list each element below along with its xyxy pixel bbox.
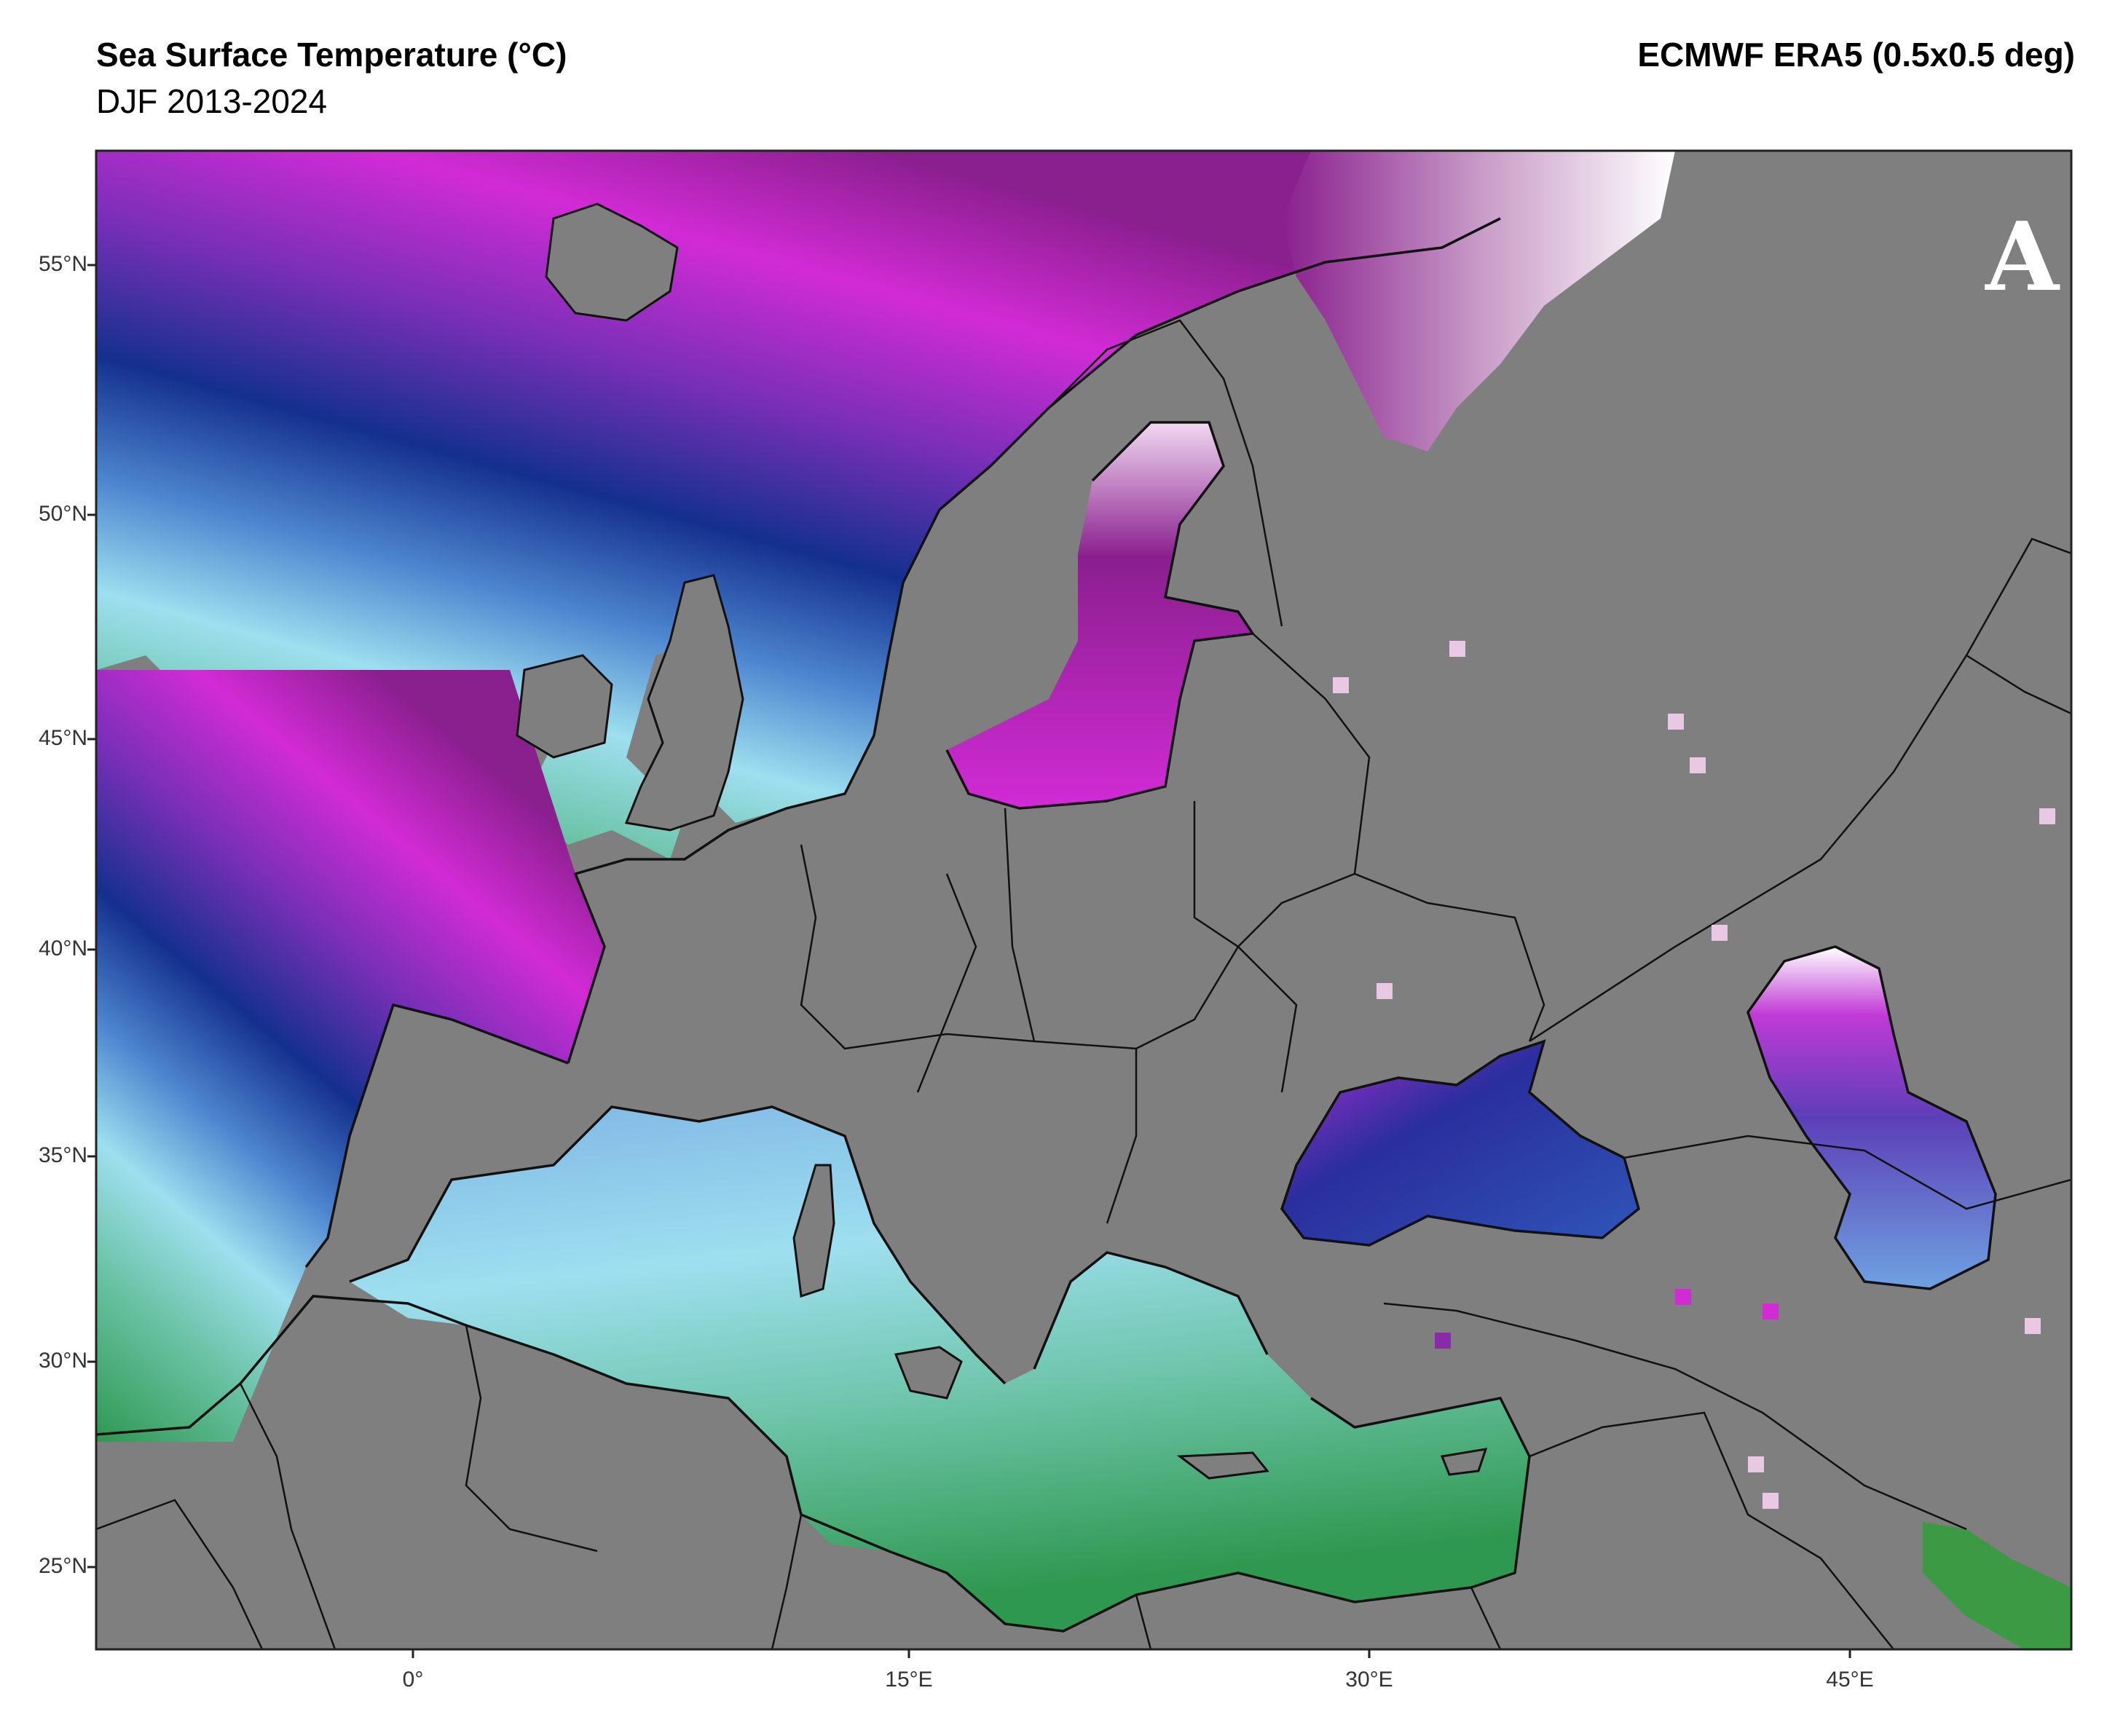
caspian-sea (1748, 947, 1996, 1289)
lake-cell (1435, 1333, 1451, 1349)
lon-label-0: 0° (402, 1668, 424, 1692)
sicily (894, 1346, 963, 1400)
cyprus (1440, 1448, 1488, 1476)
atlantic-ocean-south (96, 670, 604, 1442)
lat-label-50n: 50°N (38, 502, 87, 526)
sparse-lake-cells (1333, 641, 2055, 1509)
lat-label-25n: 25°N (38, 1554, 87, 1578)
iceland (545, 202, 679, 322)
lake-cell (1675, 1289, 1691, 1305)
data-source-label: ECMWF ERA5 (0.5x0.5 deg) (1637, 36, 2075, 74)
map-subtitle: DJF 2013-2024 (96, 82, 328, 120)
lake-cell (1763, 1303, 1779, 1319)
map-title: Sea Surface Temperature (°C) (96, 36, 567, 74)
barents-sea (1282, 151, 1675, 451)
british-isles (624, 574, 744, 832)
ireland (516, 654, 613, 759)
corsica-sardinia (792, 1164, 835, 1298)
map-frame (95, 149, 2073, 1651)
axis-ticks (87, 264, 1851, 1658)
lat-label-40n: 40°N (38, 936, 87, 960)
black-sea (1282, 1041, 1639, 1245)
baltic-sea (947, 422, 1253, 808)
lon-label-30e: 30°E (1345, 1668, 1393, 1692)
lon-label-15e: 15°E (885, 1668, 933, 1692)
lat-label-55n: 55°N (38, 252, 87, 276)
lat-label-30n: 30°N (38, 1349, 87, 1373)
country-borders (96, 319, 2071, 1649)
persian-gulf (1923, 1522, 2071, 1649)
lat-label-35n: 35°N (38, 1143, 87, 1167)
lon-label-45e: 45°E (1826, 1668, 1874, 1692)
crete (1176, 1451, 1269, 1480)
lat-label-45n: 45°N (38, 726, 87, 750)
panel-label: A (1985, 201, 2059, 312)
